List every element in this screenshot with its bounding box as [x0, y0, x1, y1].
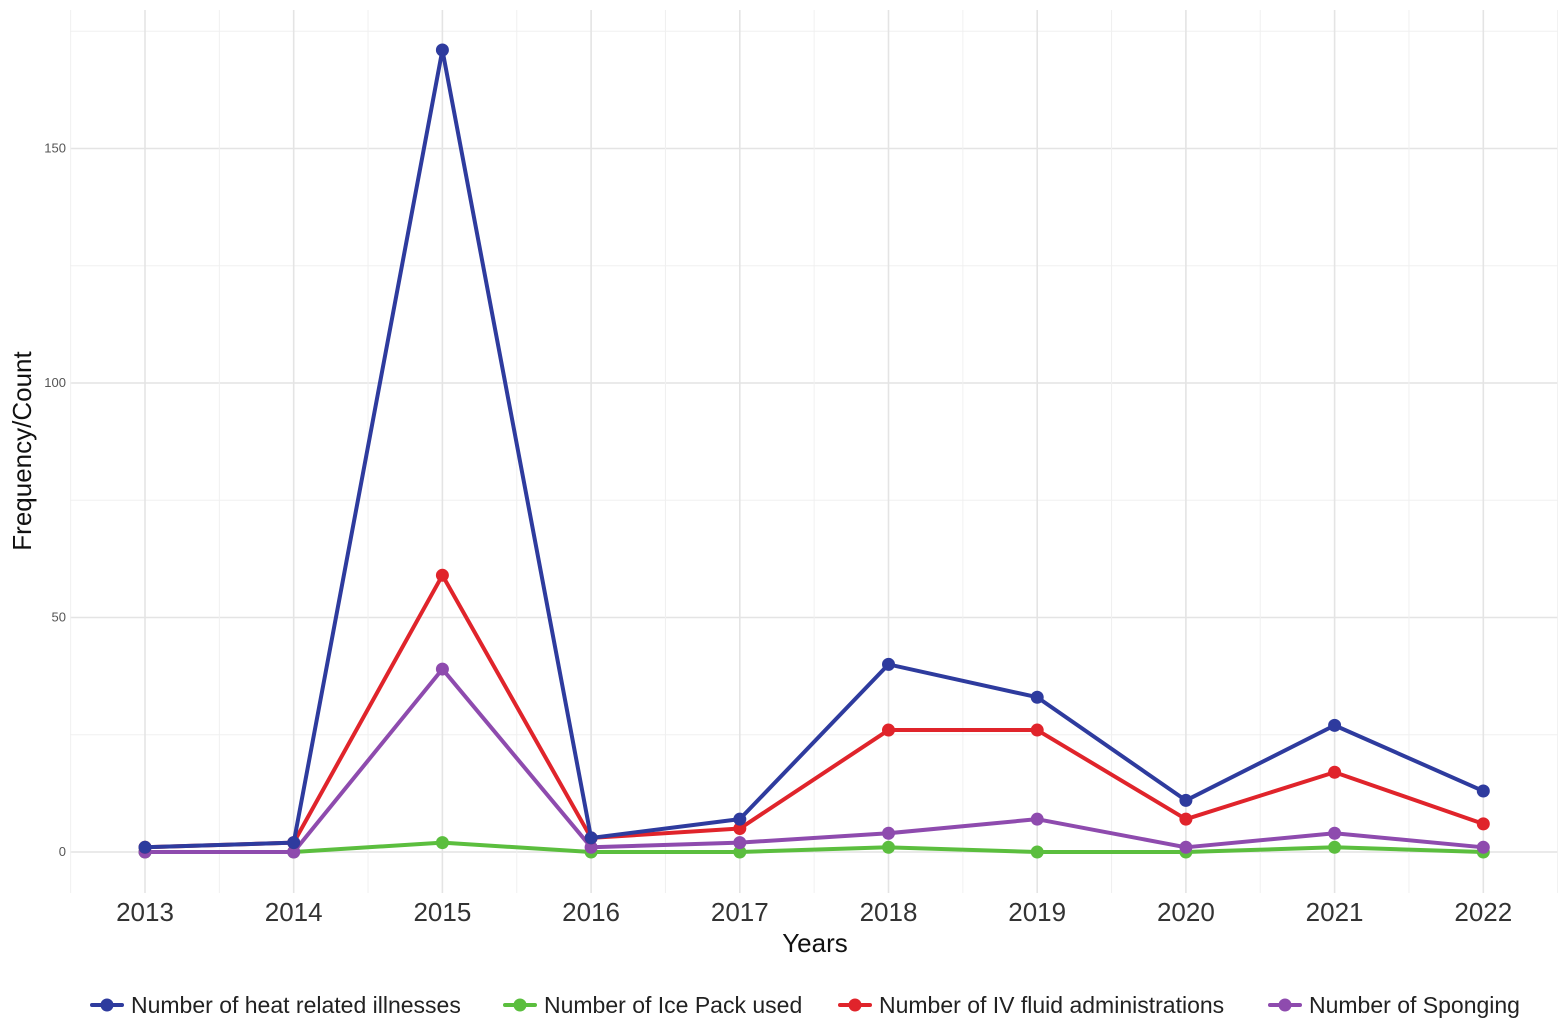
series-3: [138, 662, 1490, 859]
y-tick-label: 150: [44, 141, 66, 156]
x-tick-label: 2020: [1157, 897, 1215, 927]
data-point: [435, 662, 449, 676]
data-point: [882, 657, 895, 671]
data-point: [138, 840, 152, 854]
x-tick-label: 2021: [1306, 897, 1364, 927]
data-point: [1476, 840, 1490, 854]
series-line: [143, 573, 1486, 850]
x-tick-label: 2019: [1008, 897, 1066, 927]
data-point: [584, 840, 598, 854]
data-point: [435, 568, 449, 582]
data-point: [435, 43, 449, 57]
data-point: [882, 826, 895, 840]
legend-label: Number of Ice Pack used: [544, 992, 802, 1018]
data-point: [584, 831, 598, 845]
data-point: [1030, 812, 1044, 826]
legend-key-point: [1278, 998, 1292, 1012]
data-point: [1328, 826, 1342, 840]
data-point: [287, 836, 301, 850]
data-point: [733, 845, 747, 859]
grid: [70, 10, 1558, 893]
data-point: [1030, 690, 1044, 704]
data-point: [1328, 840, 1342, 854]
data-point: [1179, 793, 1193, 807]
y-tick-label: 50: [52, 610, 66, 625]
data-point: [733, 836, 747, 850]
data-point: [435, 836, 449, 850]
x-tick-label: 2016: [562, 897, 620, 927]
legend-item-0: Number of heat related illnesses: [90, 992, 461, 1018]
data-point: [733, 812, 747, 826]
y-axis-ticks: 0 50 100 150: [44, 141, 66, 860]
legend-label: Number of IV fluid administrations: [879, 992, 1224, 1018]
data-point: [882, 840, 895, 854]
data-point: [1328, 765, 1342, 779]
x-tick-label: 2015: [413, 897, 471, 927]
legend-label: Number of heat related illnesses: [131, 992, 461, 1018]
y-axis-title: Frequency/Count: [7, 351, 37, 551]
x-tick-label: 2014: [265, 897, 323, 927]
data-point: [287, 845, 301, 859]
data-point: [1030, 723, 1044, 737]
legend-item-1: Number of Ice Pack used: [503, 992, 802, 1018]
series-lines: [138, 43, 1490, 859]
x-tick-label: 2022: [1454, 897, 1512, 927]
x-tick-label: 2018: [860, 897, 918, 927]
legend-item-2: Number of IV fluid administrations: [838, 992, 1224, 1018]
y-tick-label: 0: [59, 844, 66, 859]
x-axis-ticks: 2013 2014 2015 2016 2017 2018 2019 2020 2021 2022: [116, 897, 1512, 927]
data-point: [1030, 845, 1044, 859]
legend-key-point: [513, 998, 527, 1012]
data-point: [1179, 840, 1193, 854]
data-point: [733, 822, 747, 836]
series-line: [143, 667, 1486, 854]
data-point: [1328, 718, 1342, 732]
data-point: [1476, 784, 1490, 798]
x-tick-label: 2013: [116, 897, 174, 927]
x-tick-label: 2017: [711, 897, 769, 927]
legend-key-point: [100, 998, 114, 1012]
series-line: [143, 840, 1486, 854]
y-tick-label: 100: [44, 375, 66, 390]
series-line: [143, 48, 1486, 850]
series-0: [138, 43, 1490, 854]
data-point: [1179, 812, 1193, 826]
legend-label: Number of Sponging: [1309, 992, 1520, 1018]
legend-key-point: [848, 998, 862, 1012]
data-point: [882, 723, 895, 737]
x-axis-title: Years: [782, 928, 848, 958]
legend-item-3: Number of Sponging: [1268, 992, 1520, 1018]
legend: Number of heat related illnesses Number o…: [90, 992, 1520, 1018]
data-point: [1476, 817, 1490, 831]
